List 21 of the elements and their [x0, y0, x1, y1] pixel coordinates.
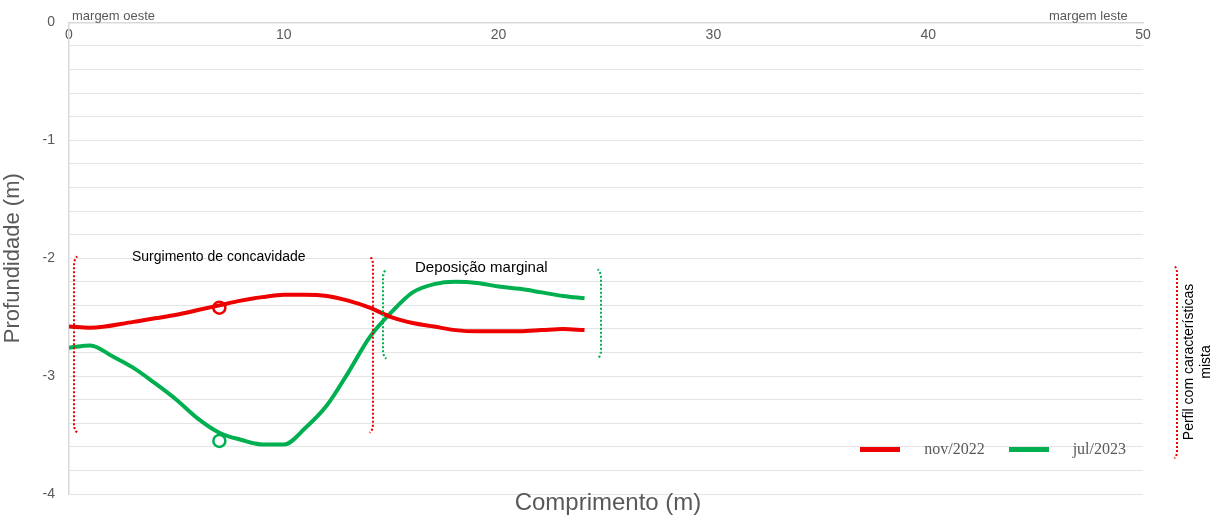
annotation: Surgimento de concavidade [132, 248, 306, 264]
text: Perfil com características mista [1180, 282, 1214, 443]
annotation: margem oeste [72, 8, 156, 23]
y-tick-label: -2 [42, 249, 56, 266]
legend-label: nov/2022 [924, 440, 985, 458]
annotation: margem leste [1049, 8, 1128, 23]
x-tick-label: 40 [920, 25, 937, 42]
x-tick-label: 50 [1135, 25, 1151, 42]
y-tick-label: 0 [47, 13, 56, 30]
y-tick-label: -4 [42, 484, 56, 501]
x-axis-title: Comprimento (m) [514, 488, 702, 515]
annotation: Deposição marginal [415, 258, 548, 275]
x-tick-label: 20 [490, 25, 507, 42]
y-tick-label: -1 [42, 131, 56, 148]
x-tick-label: 10 [276, 25, 292, 42]
y-tick-label: -3 [42, 366, 56, 383]
y-axis-title: Profundidade (m) [0, 173, 25, 344]
x-tick-label: 30 [705, 25, 722, 42]
line-series [69, 279, 587, 447]
line-series [69, 292, 587, 334]
legend-label: jul/2023 [1072, 440, 1126, 458]
